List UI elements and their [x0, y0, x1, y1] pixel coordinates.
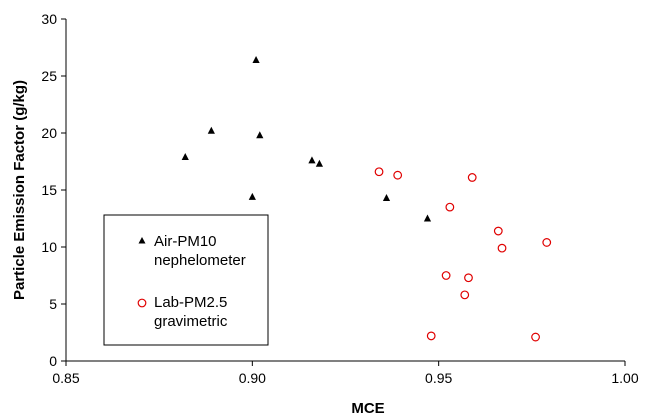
y-tick-label: 15 [41, 182, 57, 198]
plot-area: 0 5 10 15 20 25 30 0.85 0.90 0.95 1.00 [41, 11, 638, 386]
legend-marker-air-pm10 [138, 237, 146, 244]
point-lab-pm25 [445, 202, 455, 212]
legend-marker-lab-pm25 [137, 298, 147, 308]
legend-item-lab-pm25: Lab-PM2.5 gravimetric [137, 294, 228, 330]
point-lab-pm25 [464, 273, 473, 283]
legend-label-lab-pm25-line2: gravimetric [154, 313, 228, 330]
point-air-pm10 [207, 126, 215, 134]
point-lab-pm25 [467, 173, 477, 182]
point-air-pm10 [252, 56, 260, 64]
y-tick-label: 5 [49, 296, 57, 312]
y-tick-label: 0 [49, 353, 57, 369]
x-axis-title: MCE [351, 400, 384, 417]
point-air-pm10 [181, 152, 189, 160]
x-tick-label: 1.00 [611, 370, 638, 386]
point-lab-pm25 [374, 167, 384, 177]
y-tick-label: 20 [41, 125, 57, 141]
point-lab-pm25 [531, 332, 540, 342]
y-tick-label: 25 [41, 68, 57, 84]
legend-label-air-pm10-line2: nephelometer [154, 252, 246, 269]
point-lab-pm25 [542, 238, 552, 247]
point-air-pm10 [248, 192, 256, 200]
x-tick-label: 0.85 [52, 370, 79, 386]
point-air-pm10 [382, 193, 391, 201]
x-tick-label: 0.95 [425, 370, 452, 386]
point-air-pm10 [315, 159, 324, 167]
point-lab-pm25 [426, 331, 436, 341]
point-lab-pm25 [497, 243, 507, 253]
point-lab-pm25 [441, 271, 451, 280]
point-air-pm10 [308, 156, 316, 164]
point-air-pm10 [256, 131, 264, 139]
point-air-pm10 [423, 214, 432, 222]
legend-box [103, 214, 269, 346]
legend-label-lab-pm25-line1: Lab-PM2.5 [154, 294, 227, 311]
y-tick-label: 10 [41, 239, 57, 255]
legend: Air-PM10 nephelometer Lab-PM2.5 gravimet… [103, 214, 269, 346]
point-lab-pm25 [460, 290, 470, 300]
legend-label-air-pm10-line1: Air-PM10 [154, 233, 217, 250]
x-tick-label: 0.90 [239, 370, 266, 386]
y-axis-title: Particle Emission Factor (g/kg) [11, 80, 28, 300]
y-tick-label: 30 [41, 11, 57, 27]
legend-item-air-pm10: Air-PM10 nephelometer [138, 233, 246, 269]
point-lab-pm25 [493, 226, 503, 236]
point-lab-pm25 [393, 170, 403, 180]
